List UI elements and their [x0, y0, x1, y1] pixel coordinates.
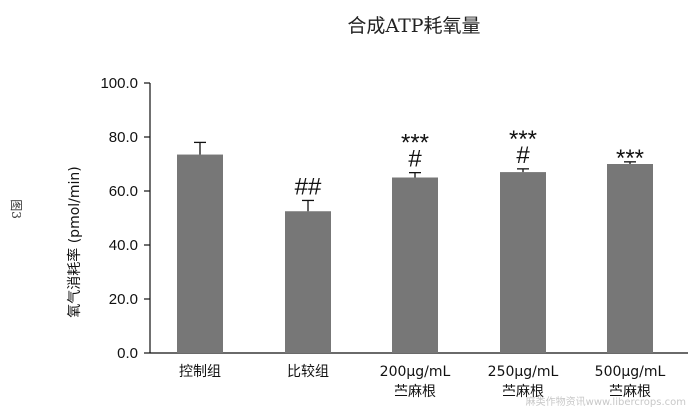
- bar: [177, 154, 223, 353]
- bar: [607, 164, 653, 353]
- x-category-label: 苎麻根: [609, 384, 651, 400]
- significance-marker-star: ***: [616, 145, 644, 172]
- significance-marker-hash: #: [516, 142, 530, 169]
- x-category-label: 200μg/mL: [380, 364, 451, 380]
- y-axis-label: 氧气消耗率 (pmol/min): [66, 166, 83, 317]
- y-tick-label: 0.0: [117, 345, 138, 362]
- y-tick-label: 80.0: [109, 129, 138, 146]
- x-category-label: 250μg/mL: [488, 364, 559, 380]
- chart-title: 合成ATP耗氧量: [347, 15, 480, 37]
- x-category-label: 500μg/mL: [595, 364, 666, 380]
- x-category-label: 控制组: [179, 364, 221, 380]
- significance-marker-hash: #: [408, 146, 422, 173]
- y-tick-label: 40.0: [109, 237, 138, 254]
- x-category-label: 苎麻根: [394, 384, 436, 400]
- bars: ###*** #******: [177, 126, 653, 353]
- significance-marker-hash: ##: [295, 173, 322, 200]
- significance-marker-star: ***: [509, 126, 537, 153]
- y-tick-label: 60.0: [109, 183, 138, 200]
- y-tick-label: 20.0: [109, 291, 138, 308]
- y-ticks: 0.0 20.0 40.0 60.0 80.0 100.0: [100, 75, 150, 362]
- bar: [500, 172, 546, 353]
- x-category-label: 苎麻根: [502, 384, 544, 400]
- figure-label: 图3: [9, 199, 23, 219]
- bar: [392, 177, 438, 353]
- bar: [285, 211, 331, 353]
- y-tick-label: 100.0: [100, 75, 138, 92]
- x-category-label: 比较组: [287, 364, 329, 380]
- significance-marker-star: ***: [401, 130, 429, 157]
- watermark-text: 麻类作物资讯www.libercrops.com: [526, 395, 686, 408]
- x-category-labels: 控制组 比较组 200μg/mL 苎麻根 250μg/mL 苎麻根 500μg/mL 苎麻根: [179, 364, 666, 400]
